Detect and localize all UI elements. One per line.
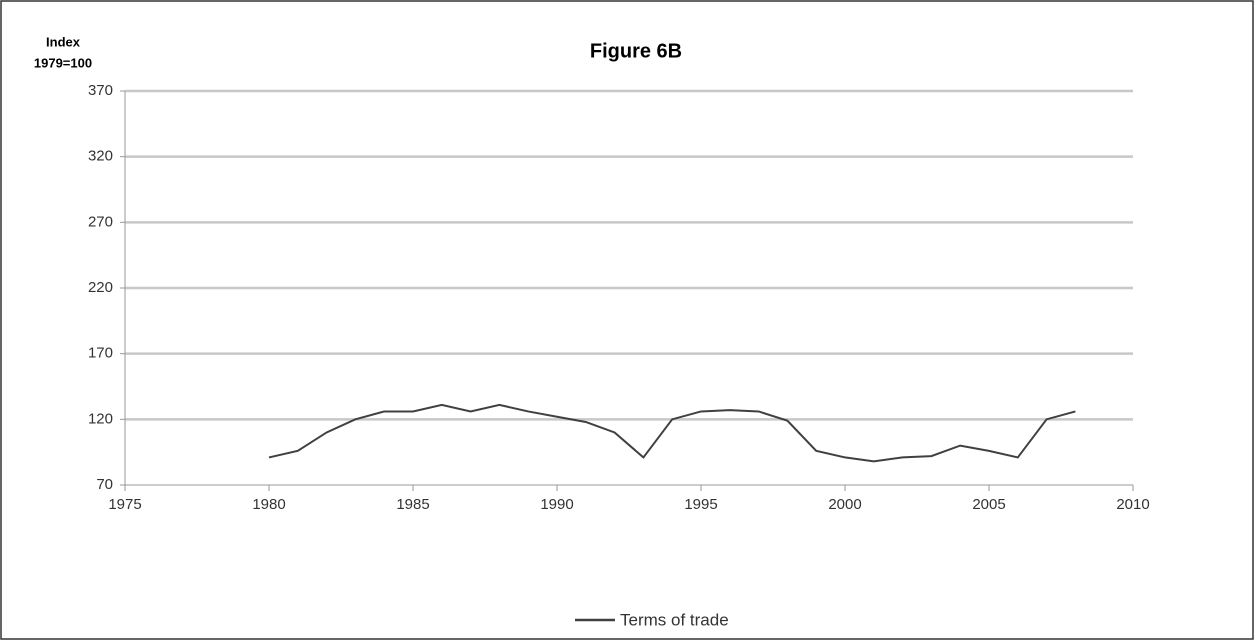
- y-axis-label: Index: [46, 34, 81, 49]
- x-tick-label: 2010: [1116, 496, 1149, 513]
- x-tick-label: 2005: [972, 496, 1005, 513]
- y-axis-label: 1979=100: [34, 55, 92, 70]
- x-tick-label: 1990: [540, 496, 573, 513]
- x-tick-label: 1985: [396, 496, 429, 513]
- y-tick-label: 370: [88, 82, 113, 99]
- legend-label: Terms of trade: [620, 610, 729, 629]
- y-tick-label: 320: [88, 148, 113, 165]
- chart-title: Figure 6B: [590, 40, 682, 62]
- x-tick-label: 1980: [252, 496, 285, 513]
- y-tick-label: 120: [88, 410, 113, 427]
- x-tick-label: 2000: [828, 496, 861, 513]
- x-tick-label: 1975: [108, 496, 141, 513]
- y-tick-label: 220: [88, 279, 113, 296]
- x-tick-label: 1995: [684, 496, 717, 513]
- y-tick-label: 170: [88, 345, 113, 362]
- y-tick-label: 70: [96, 476, 113, 493]
- series-line: [268, 403, 1076, 463]
- y-tick-label: 270: [88, 213, 113, 230]
